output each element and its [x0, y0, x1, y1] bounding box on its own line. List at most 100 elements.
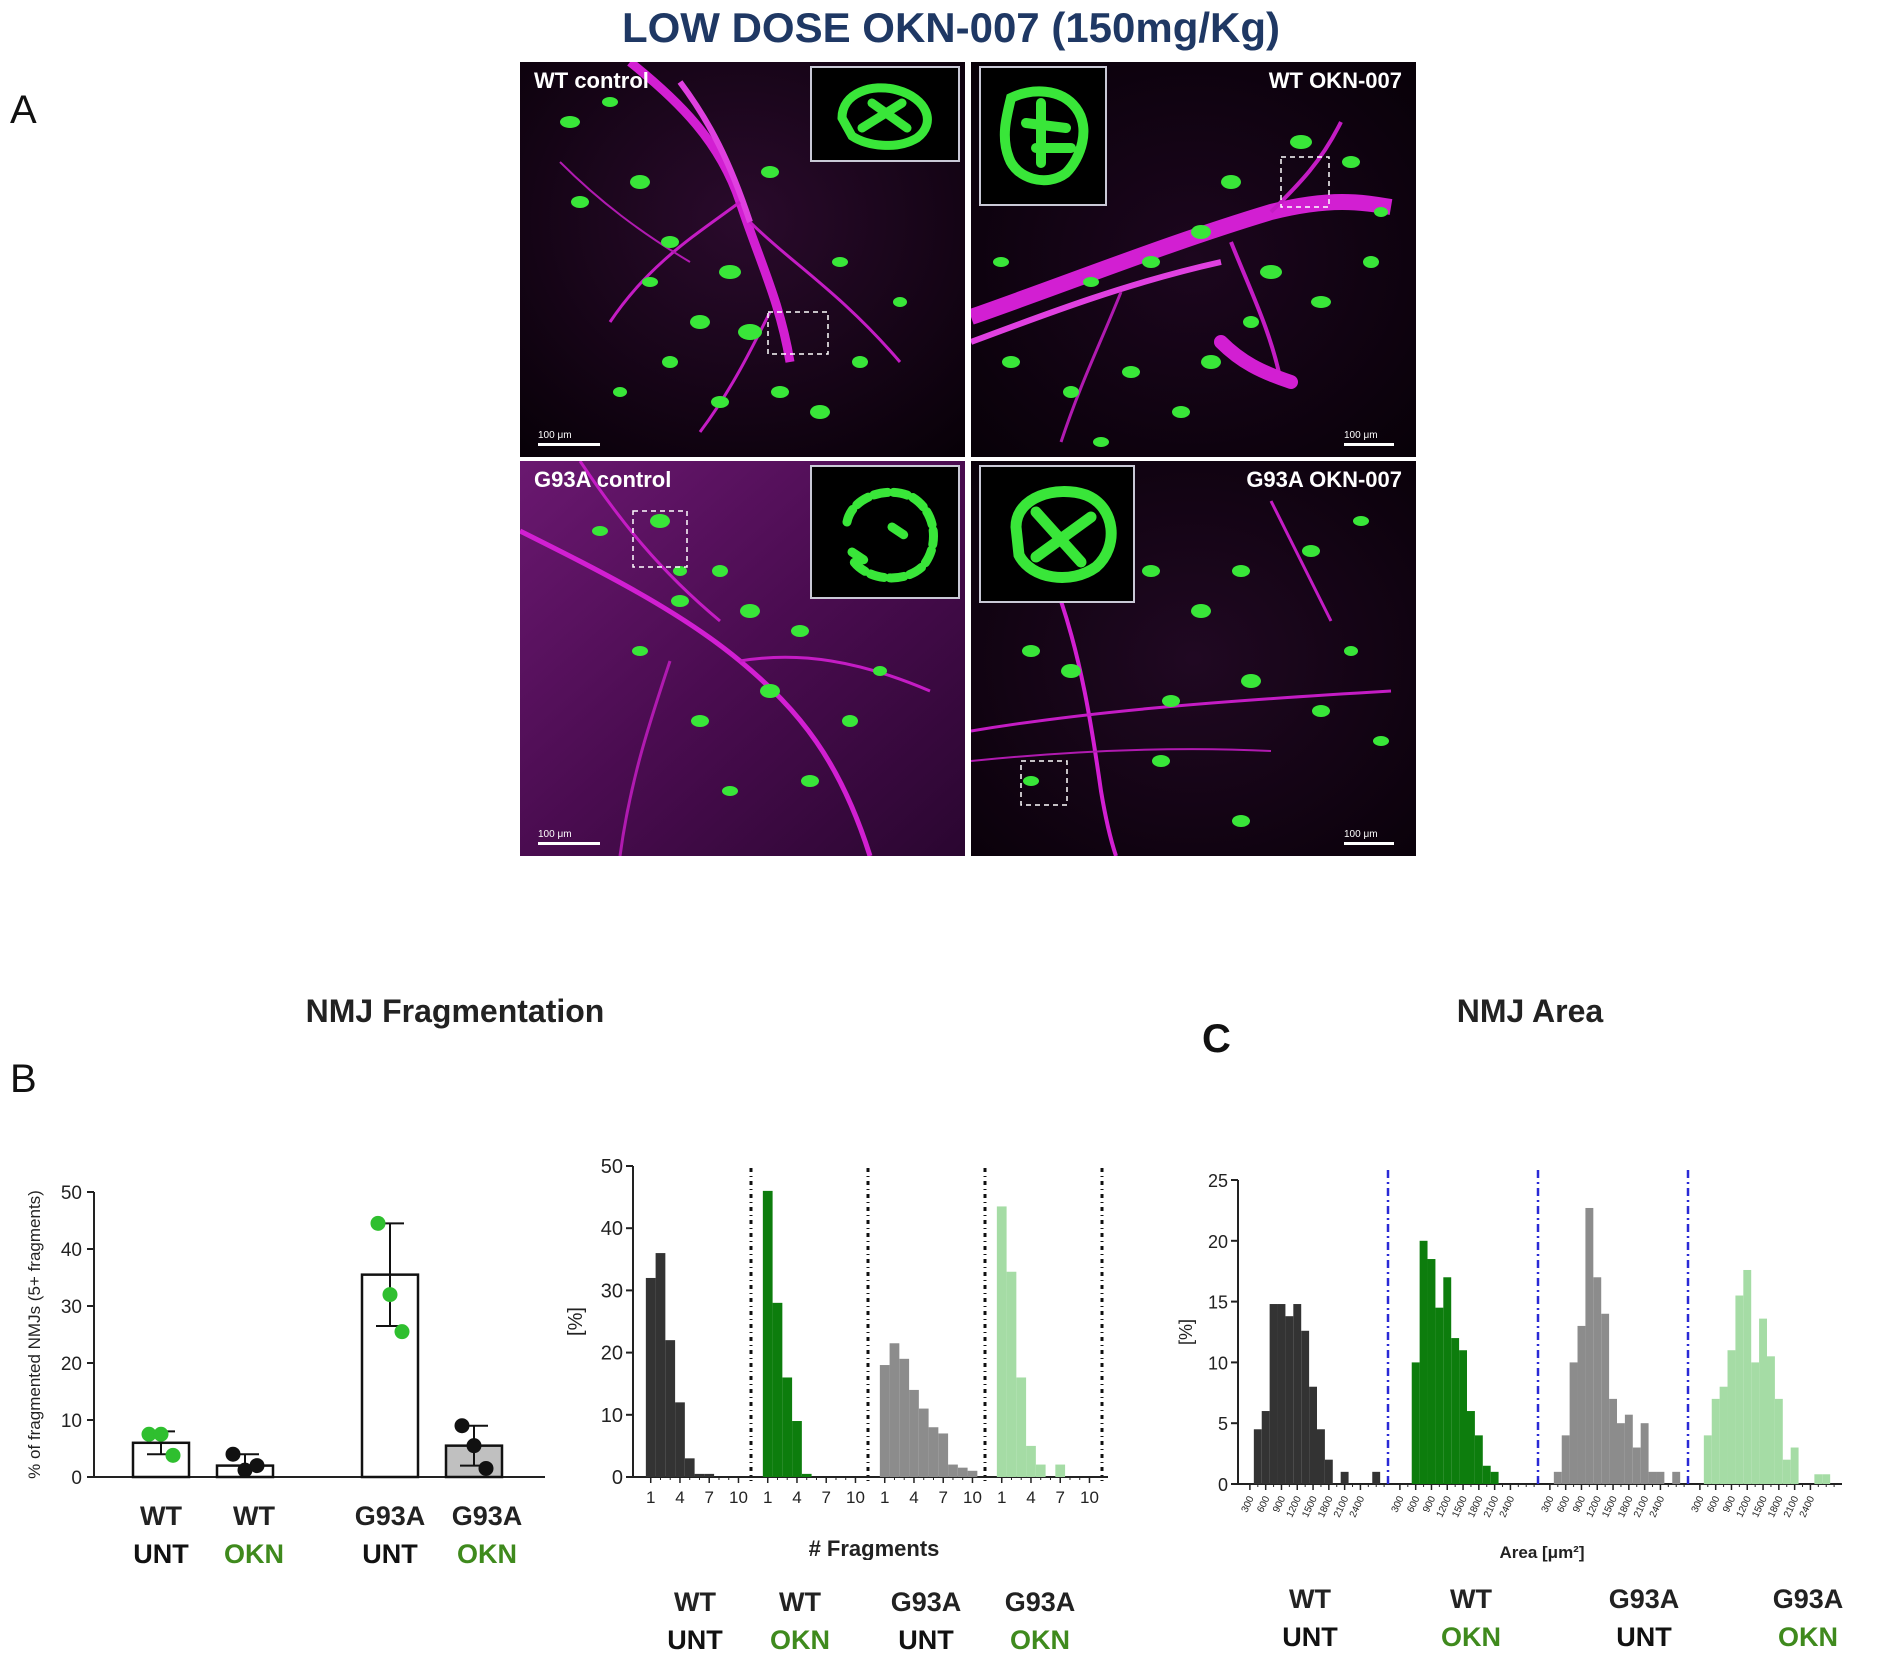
histogram-bar [1451, 1338, 1460, 1484]
histogram-bar [762, 1190, 773, 1477]
histogram-bar [1277, 1304, 1286, 1484]
x-tick-label: 300 [1390, 1494, 1407, 1514]
chart-fragment-histogram: 0 10 20 30 40 50 [%] 1 4 7 10 1 4 7 10 1 4 7 10 1 4 7 10 # Frag… [565, 1156, 1108, 1560]
section-title-fragmentation: NMJ Fragmentation [305, 993, 605, 1029]
x-tick-label: 1 [646, 1488, 655, 1507]
nmj-inset-image [999, 86, 1089, 186]
y-tick-label: 25 [1208, 1171, 1228, 1191]
group-label: WT UNT [106, 1497, 216, 1573]
x-tick-label: 10 [1080, 1488, 1099, 1507]
scale-bar: 100 μm [1344, 829, 1394, 845]
micrograph-label: G93A control [534, 467, 672, 492]
histogram-bar [1411, 1362, 1420, 1484]
histogram-bar [1253, 1429, 1262, 1484]
histogram-bar [782, 1377, 793, 1477]
group-label-genotype: WT [1289, 1584, 1331, 1614]
group-label-treatment: OKN [1441, 1622, 1501, 1652]
histogram-bar [1474, 1435, 1483, 1484]
x-tick-label: 600 [1705, 1494, 1722, 1514]
nmj-inset-image [842, 487, 938, 583]
histogram-bar [1601, 1313, 1610, 1484]
data-point [165, 1447, 181, 1463]
histogram-bar [1767, 1356, 1775, 1484]
scale-bar-label: 100 μm [1344, 829, 1378, 840]
group-label: G93A OKN [1753, 1580, 1863, 1656]
y-tick-label: 10 [601, 1405, 623, 1427]
group-label: G93A OKN [985, 1583, 1095, 1659]
x-axis-label: # Fragments [809, 1536, 940, 1560]
y-tick-label: 0 [71, 1468, 82, 1489]
histogram-bar [1719, 1386, 1728, 1484]
histogram-bar [1577, 1325, 1586, 1484]
group-label-genotype: G93A [1004, 1587, 1076, 1617]
histogram-bar [1293, 1304, 1302, 1484]
histogram-bar [694, 1473, 705, 1477]
group-label-genotype: G93A [354, 1501, 426, 1531]
histogram-bar [1561, 1435, 1570, 1484]
histogram-bar [1727, 1350, 1736, 1484]
y-axis-label: % of fragmented NMJs (5+ fragments) [25, 1190, 44, 1479]
histogram-bar [1743, 1269, 1752, 1484]
histogram-bar [1317, 1429, 1325, 1484]
x-tick-label: 2400 [1498, 1494, 1518, 1519]
scale-bar: 100 μm [538, 430, 600, 446]
histogram-bar [1324, 1459, 1333, 1484]
group-label-genotype: G93A [451, 1501, 523, 1531]
histogram-bar [948, 1464, 958, 1477]
micrograph-wt-okn: WT OKN-007 100 μm [971, 62, 1416, 457]
group-label: WT UNT [640, 1583, 750, 1659]
y-tick-label: 30 [601, 1280, 623, 1302]
histogram-bar [645, 1277, 656, 1477]
micrograph-inset [810, 465, 960, 599]
histogram-bar [1309, 1386, 1317, 1484]
histogram-bar [1814, 1474, 1823, 1484]
nmj-inset-image [1010, 486, 1117, 583]
x-tick-label: 7 [1055, 1488, 1064, 1507]
histogram-bar [1372, 1471, 1381, 1484]
histogram-bar [792, 1421, 802, 1477]
group-label-treatment: UNT [898, 1625, 954, 1655]
group-label-treatment: UNT [133, 1539, 189, 1569]
chart-nmj-area-histogram: 0510152025[%]300600900120015001800210024… [1176, 1170, 1842, 1562]
histogram-bar [704, 1473, 715, 1477]
y-tick-label: 40 [601, 1218, 623, 1240]
x-tick-label: 10 [846, 1488, 865, 1507]
group-label-treatment: UNT [1282, 1622, 1338, 1652]
y-tick-label: 10 [61, 1411, 82, 1432]
micrograph-label: G93A OKN-007 [1246, 467, 1402, 492]
group-label-genotype: WT [140, 1501, 182, 1531]
group-label: WT OKN [199, 1497, 309, 1573]
histogram-bar [1759, 1318, 1767, 1484]
y-tick-label: 20 [61, 1354, 82, 1375]
histogram-bar [996, 1206, 1007, 1477]
histogram-bar [1419, 1240, 1428, 1484]
micrograph-g93a-control: G93A control 100 μm [520, 461, 965, 856]
histogram-bar [957, 1467, 968, 1477]
group-label: G93A UNT [871, 1583, 981, 1659]
histogram-bar [938, 1433, 949, 1477]
group-label-genotype: G93A [890, 1587, 962, 1617]
group-label-treatment: UNT [1616, 1622, 1672, 1652]
micrograph-label: WT OKN-007 [1268, 68, 1402, 93]
histogram-bar [1822, 1474, 1831, 1484]
histogram-bar [1648, 1471, 1657, 1484]
group-label-treatment: OKN [1010, 1625, 1070, 1655]
y-axis-label: [%] [1176, 1319, 1196, 1345]
histogram-bar [1735, 1295, 1744, 1484]
histogram-bar [1624, 1414, 1633, 1484]
micrograph-wt-control: WT control 100 μm [520, 62, 965, 457]
data-point [153, 1426, 169, 1442]
y-tick-label: 10 [1208, 1353, 1228, 1373]
group-label-treatment: UNT [667, 1625, 723, 1655]
data-point [394, 1324, 410, 1340]
x-tick-label: 2400 [1798, 1494, 1818, 1519]
data-point [382, 1287, 398, 1303]
micrograph-g93a-okn: G93A OKN-007 100 μm [971, 461, 1416, 856]
histogram-bar [909, 1389, 919, 1477]
panel-label-c: C [1202, 1017, 1231, 1061]
y-tick-label: 20 [1208, 1232, 1228, 1252]
x-tick-label: 4 [675, 1488, 684, 1507]
micrograph-inset [810, 66, 960, 162]
group-label-genotype: WT [1450, 1584, 1492, 1614]
histogram-bar [1285, 1316, 1294, 1484]
